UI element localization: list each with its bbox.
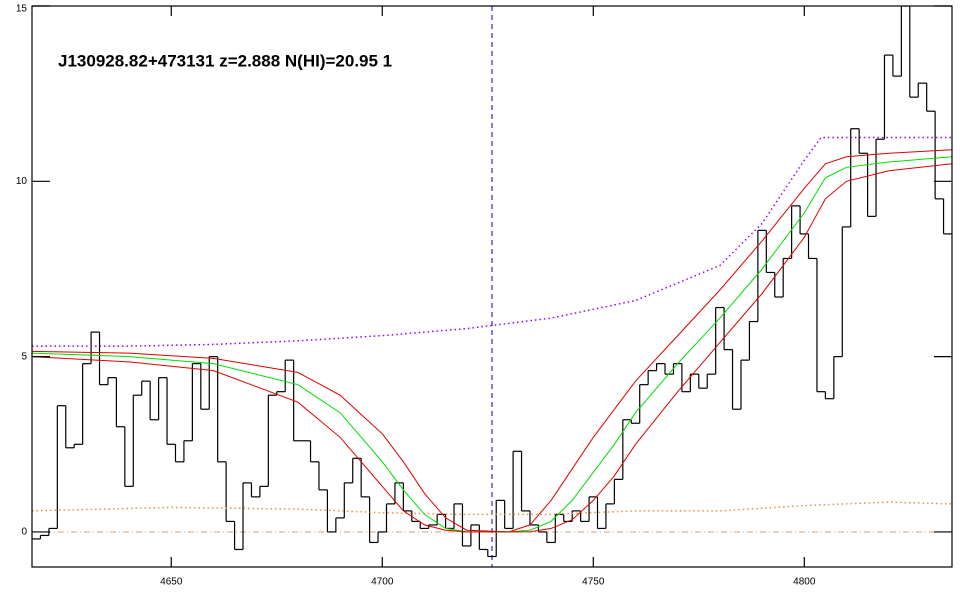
annotation: J130928.82+473131 z=2.888 N(HI)=20.95 1	[58, 51, 392, 70]
frame	[31, 5, 953, 568]
model-curve	[32, 149, 952, 533]
model-curve	[32, 163, 952, 533]
x-tick-label: 4750	[582, 577, 605, 588]
y-tick-label: 10	[16, 176, 28, 187]
x-tick-label: 4800	[793, 577, 816, 588]
y-tick-label: 15	[16, 4, 28, 15]
x-tick-label: 4650	[160, 577, 183, 588]
y-tick-label: 0	[21, 527, 27, 538]
dotted-curve	[32, 136, 952, 347]
x-tick-label: 4700	[371, 577, 394, 588]
y-tick-label: 5	[21, 351, 27, 362]
model-curve	[32, 156, 952, 533]
plot-area	[32, 6, 952, 567]
